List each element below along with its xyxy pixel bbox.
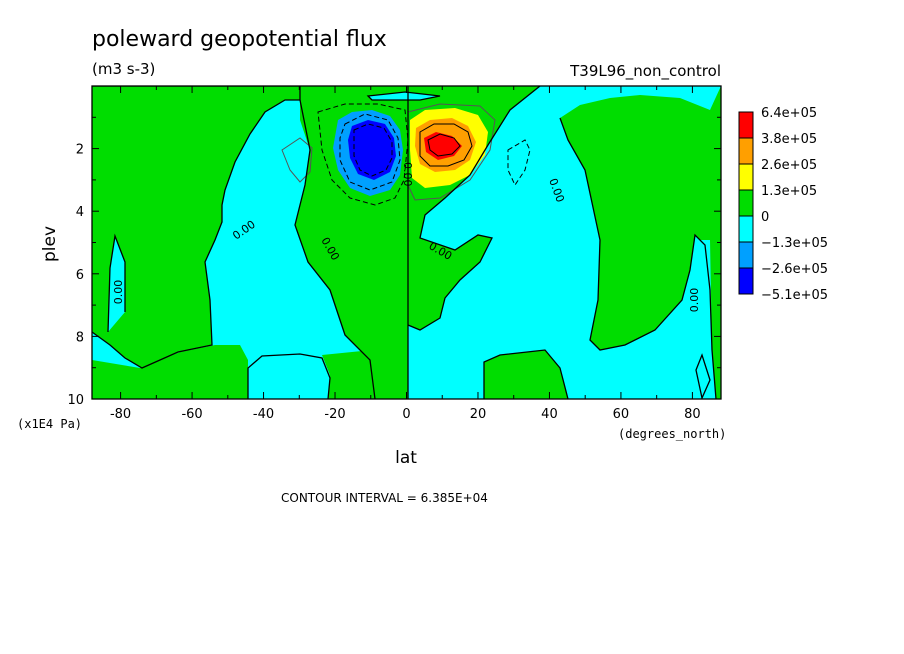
- x-tick-label: -20: [324, 407, 345, 422]
- green-region-left: [92, 86, 300, 368]
- x-tick-label: 80: [684, 407, 701, 422]
- positive-contour-2: [427, 133, 461, 157]
- colorbar-label: −2.6e+05: [761, 262, 828, 277]
- contour-label: 0.00: [688, 288, 701, 313]
- x-tick-label: 40: [541, 407, 558, 422]
- colorbar-label: 2.6e+05: [761, 158, 817, 173]
- x-axis-label: lat: [395, 448, 417, 468]
- colorbar-label: 1.3e+05: [761, 184, 817, 199]
- negative-dashed-inner-2: [353, 123, 393, 177]
- contour-label: 0.00: [112, 280, 125, 305]
- y-axis-unit: (x1E4 Pa): [17, 417, 82, 431]
- green-region-bottom-right: [484, 350, 568, 399]
- chart-units: (m3 s-3): [92, 60, 155, 78]
- colorbar-swatch: [738, 137, 754, 165]
- negative-dashed-inner-1: [339, 113, 401, 191]
- chart-title: poleward geopotential flux: [92, 27, 387, 52]
- x-tick-label: 0: [402, 407, 410, 422]
- y-tick-label: 2: [76, 143, 84, 158]
- y-axis: 2 4 6 8 10: [67, 116, 721, 408]
- positive-contour-1: [419, 123, 473, 167]
- small-dashed-contour-right: [507, 139, 531, 187]
- y-tick-label: 8: [76, 330, 84, 345]
- green-region-bottom-left: [92, 345, 248, 399]
- x-tick-label: -80: [110, 407, 131, 422]
- negative-dashed-outer: [317, 103, 409, 206]
- y-tick-label: 10: [67, 393, 84, 408]
- x-tick-label: -60: [181, 407, 202, 422]
- colorbar: 6.4e+05 3.8e+05 2.6e+05 1.3e+05 0 −1.3e+05 −2.…: [738, 106, 828, 303]
- colorbar-swatch: [738, 111, 754, 139]
- colorbar-swatch: [738, 189, 754, 217]
- colorbar-swatch: [738, 241, 754, 269]
- colorbar-label: −1.3e+05: [761, 236, 828, 251]
- small-contour-left: [281, 137, 313, 183]
- negative-region-core: [348, 120, 396, 180]
- experiment-label: T39L96_non_control: [569, 62, 721, 81]
- colorbar-label: 3.8e+05: [761, 132, 817, 147]
- colorbar-swatch: [738, 215, 754, 243]
- green-region-right: [560, 86, 721, 399]
- colorbar-label: 6.4e+05: [761, 106, 817, 121]
- x-tick-label: 60: [613, 407, 630, 422]
- zero-contour-lines: [92, 86, 717, 399]
- cyan-pocket-left: [108, 236, 125, 332]
- x-axis: -80 -60 -40 -20 0 20 40 60 80: [110, 86, 701, 422]
- contour-interval-note: CONTOUR INTERVAL = 6.385E+04: [281, 491, 488, 505]
- y-tick-label: 6: [76, 268, 84, 283]
- colorbar-swatch: [738, 267, 754, 295]
- positive-contour-outer: [407, 103, 496, 201]
- colorbar-label: 0: [761, 210, 769, 225]
- contour-label: 0.00: [401, 162, 414, 187]
- y-tick-label: 4: [76, 205, 84, 220]
- x-tick-label: -40: [253, 407, 274, 422]
- colorbar-swatch: [738, 163, 754, 191]
- x-axis-unit: (degrees_north): [618, 427, 726, 441]
- cyan-strip-right: [694, 240, 716, 399]
- colorbar-label: −5.1e+05: [761, 288, 828, 303]
- plot-area: 0.00 0.00 0.00 0.00 0.00 0.00 0.00: [92, 86, 721, 399]
- cyan-pocket-bottom-left: [248, 354, 330, 399]
- green-region-bottom-middle: [322, 350, 408, 399]
- y-axis-label: plev: [40, 226, 60, 262]
- x-tick-label: 20: [470, 407, 487, 422]
